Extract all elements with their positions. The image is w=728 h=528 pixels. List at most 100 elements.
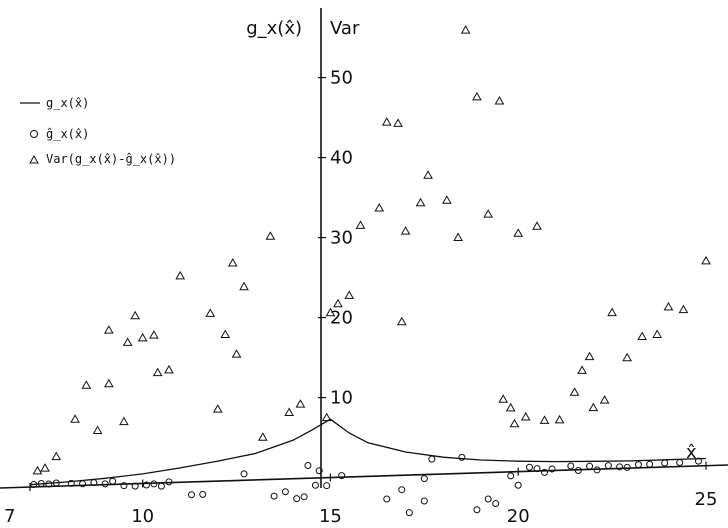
estimate-point [623, 463, 631, 471]
estimate-point [109, 477, 117, 485]
estimate-point [304, 461, 312, 469]
estimate-point [120, 482, 128, 490]
var-tick-label: 30 [330, 228, 353, 249]
series-points-variance [32, 25, 711, 475]
variance-point [513, 228, 524, 237]
variance-point [284, 407, 294, 416]
variance-point [453, 232, 463, 242]
x-tick-label: 7 [4, 506, 15, 527]
estimate-point [533, 465, 541, 473]
estimate-point [405, 509, 413, 517]
estimate-point [492, 500, 500, 508]
var-tick-label: 10 [330, 388, 353, 409]
variance-point [239, 281, 249, 291]
variance-point [220, 329, 231, 338]
estimate-point [484, 495, 492, 503]
estimate-point [52, 479, 60, 487]
estimate-point [593, 466, 601, 474]
estimate-point [101, 480, 109, 488]
variance-point [400, 226, 411, 235]
variance-point [701, 255, 711, 265]
variance-point [588, 402, 599, 412]
variance-point [70, 414, 80, 423]
variance-point [119, 416, 129, 426]
estimate-point [420, 497, 428, 505]
estimate-point [157, 482, 165, 490]
variance-point [483, 209, 494, 218]
legend-label-estimate: ĝ_x(x̂) [46, 127, 89, 141]
variance-point [212, 404, 223, 413]
variance-point [175, 270, 186, 280]
estimate-point [548, 465, 556, 473]
estimate-point [586, 462, 594, 470]
estimate-point [30, 481, 38, 489]
series-line-gx [29, 418, 707, 486]
variance-point [554, 414, 565, 424]
estimate-point [45, 480, 53, 488]
variance-point [257, 432, 268, 441]
estimate-point [323, 482, 331, 490]
variance-point [599, 395, 610, 404]
variance-point [92, 425, 103, 435]
estimate-point [676, 459, 684, 467]
variance-point [532, 221, 542, 230]
variance-point [539, 415, 550, 424]
variance-point [81, 380, 92, 389]
variance-point [295, 399, 306, 408]
legend: g_x(x̂) ĝ_x(x̂) Var(g_x(x̂)-ĝ_x(x̂)) [20, 96, 176, 166]
variance-point [205, 308, 216, 317]
estimate-point [574, 467, 582, 475]
estimate-point [187, 491, 195, 499]
var-tick-label: 40 [330, 148, 353, 169]
estimate-point [694, 457, 702, 465]
x-tick-label: 25 [695, 489, 718, 510]
variance-point [333, 298, 343, 308]
var-tick-label: 20 [330, 308, 353, 329]
estimate-point [525, 463, 533, 471]
variance-point [227, 258, 238, 267]
estimate-point [90, 479, 98, 487]
x-tick-label: 20 [507, 506, 530, 527]
estimate-point [383, 495, 391, 503]
series-points-estimate [30, 453, 702, 517]
estimate-point [270, 492, 278, 500]
estimate-point [311, 481, 319, 489]
legend-label-variance: Var(g_x(x̂)-ĝ_x(x̂)) [46, 152, 176, 166]
variance-point [231, 349, 242, 358]
variance-point [321, 412, 332, 422]
variance-point [152, 367, 163, 377]
estimate-point [661, 459, 669, 467]
variance-point [265, 231, 276, 240]
variance-point [325, 307, 336, 317]
legend-label-gx: g_x(x̂) [46, 96, 89, 110]
legend-triangle-icon [29, 154, 39, 164]
y-axis-right-label: Var [330, 18, 360, 39]
x-axis-label: x̂ [686, 442, 697, 463]
variance-point [374, 203, 385, 212]
variance-point [40, 463, 50, 472]
estimate-point [300, 493, 308, 501]
variance-point [569, 387, 580, 396]
estimate-point [37, 479, 45, 487]
variance-point [472, 91, 482, 101]
legend-circle-icon [30, 130, 38, 138]
x-axis [0, 464, 728, 489]
estimate-point [131, 482, 139, 490]
variance-point [607, 307, 617, 317]
y-axis-left-label: g_x(x̂) [246, 18, 302, 39]
estimate-point [541, 468, 549, 476]
estimate-point [398, 486, 406, 494]
variance-point [381, 117, 392, 126]
variance-point [355, 220, 366, 229]
x-tick-label: 15 [319, 506, 342, 527]
estimate-point [473, 506, 481, 514]
variance-point [393, 118, 403, 127]
variance-point [104, 325, 114, 334]
variance-point [652, 329, 663, 338]
estimate-point [428, 455, 436, 463]
variance-point [460, 25, 471, 34]
variance-point [505, 402, 516, 412]
variance-point [520, 411, 531, 421]
variance-point [678, 304, 689, 314]
